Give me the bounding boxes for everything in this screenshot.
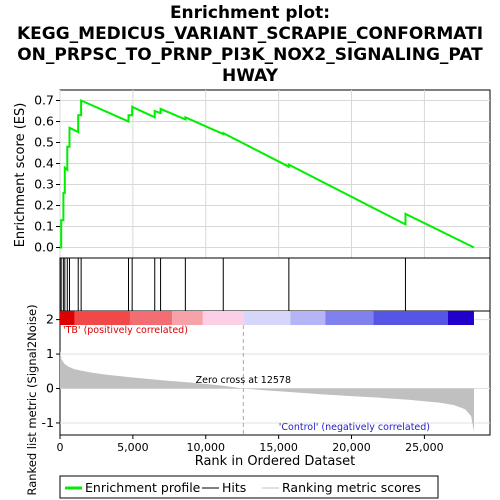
title-line-3: ON_PRPSC_TO_PRNP_PI3K_NOX2_SIGNALING_PAT [17, 45, 483, 65]
metric-y-tick-label: 2 [46, 312, 54, 327]
x-tick-label: 25,000 [405, 441, 444, 454]
rank-color-bar [60, 311, 474, 325]
rank-color-segment [60, 311, 75, 325]
ranking-metric-area [60, 350, 474, 432]
x-tick-label: 0 [57, 441, 64, 454]
es-y-tick-label: 0.2 [34, 198, 54, 213]
rank-color-segment [74, 311, 130, 325]
es-y-axis-label: Enrichment score (ES) [13, 103, 28, 248]
x-tick-label: 10,000 [187, 441, 226, 454]
hit-lines [60, 258, 406, 311]
x-tick-label: 5,000 [117, 441, 149, 454]
rank-color-segment [129, 311, 173, 325]
es-y-tick-label: 0.1 [34, 219, 54, 234]
rank-color-segment [290, 311, 326, 325]
legend-box [59, 475, 439, 499]
rank-color-segment [202, 311, 244, 325]
rank-color-segment [172, 311, 203, 325]
legend-label-ranking-metric: Ranking metric scores [282, 480, 421, 495]
rank-color-segment [243, 311, 291, 325]
es-y-tick-label: 0.4 [34, 156, 54, 171]
metric-y-axis-label: Ranked list metric (Signal2Noise) [25, 304, 39, 495]
title-line-4: HWAY [222, 66, 279, 86]
es-panel-frame [59, 89, 491, 259]
enrichment-profile-line [60, 98, 475, 249]
es-y-tick-label: 0.7 [34, 93, 54, 108]
rank-color-segment [373, 311, 448, 325]
es-y-tick-label: 0.3 [34, 177, 54, 192]
metric-panel-frame [59, 310, 491, 436]
title-line-2: KEGG_MEDICUS_VARIANT_SCRAPIE_CONFORMATI [17, 24, 483, 44]
negative-correlation-label: 'Control' (negatively correlated) [279, 422, 430, 433]
zero-cross-label: Zero cross at 12578 [196, 375, 291, 386]
metric-y-tick-label: 1 [46, 346, 54, 361]
rank-color-segment [325, 311, 374, 325]
hits-panel [59, 257, 491, 312]
metric-y-ticks: -1 0 1 2 [42, 312, 60, 430]
es-y-tick-label: 0.5 [34, 135, 54, 150]
metric-panel: Zero cross at 12578 'TB' (positively cor… [25, 304, 491, 496]
x-tick-label: 15,000 [259, 441, 298, 454]
metric-y-tick-label: -1 [42, 415, 54, 430]
es-y-ticks: 0.0 0.1 0.2 0.3 0.4 0.5 0.6 0.7 [34, 93, 60, 255]
es-y-tick-label: 0.0 [34, 240, 54, 255]
rank-color-segment [447, 311, 474, 325]
legend-label-hits: Hits [222, 480, 246, 495]
x-axis-label: Rank in Ordered Dataset [195, 454, 356, 469]
es-grid [59, 90, 490, 258]
title-line-1: Enrichment plot: [170, 3, 330, 23]
hits-panel-frame [59, 257, 491, 312]
chart-title: Enrichment plot: KEGG_MEDICUS_VARIANT_SC… [17, 3, 483, 86]
legend-label-enrichment-profile: Enrichment profile [85, 480, 201, 495]
metric-y-tick-label: 0 [46, 381, 54, 396]
es-panel: 0.0 0.1 0.2 0.3 0.4 0.5 0.6 0.7 Enrichment scor… [13, 89, 491, 259]
positive-correlation-label: 'TB' (positively correlated) [63, 325, 188, 336]
es-y-tick-label: 0.6 [34, 114, 54, 129]
x-axis-ticks: 0 5,000 10,000 15,000 20,000 25,000 [57, 435, 444, 454]
legend: Enrichment profile Hits Ranking metric s… [59, 475, 439, 499]
x-tick-label: 20,000 [332, 441, 371, 454]
